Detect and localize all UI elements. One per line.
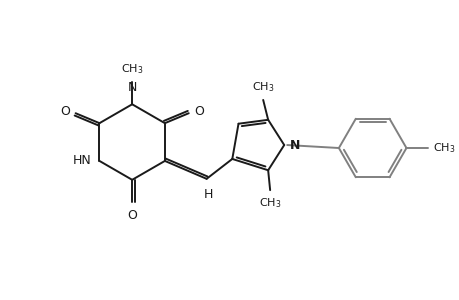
Text: N: N (127, 81, 137, 94)
Text: CH$_3$: CH$_3$ (432, 141, 455, 155)
Text: O: O (194, 105, 204, 118)
Text: HN: HN (73, 154, 91, 167)
Text: CH$_3$: CH$_3$ (258, 196, 281, 210)
Text: CH$_3$: CH$_3$ (252, 80, 274, 94)
Text: O: O (127, 208, 137, 222)
Text: H: H (203, 188, 213, 201)
Text: N: N (290, 139, 300, 152)
Text: O: O (60, 105, 69, 118)
Text: CH$_3$: CH$_3$ (121, 63, 143, 76)
